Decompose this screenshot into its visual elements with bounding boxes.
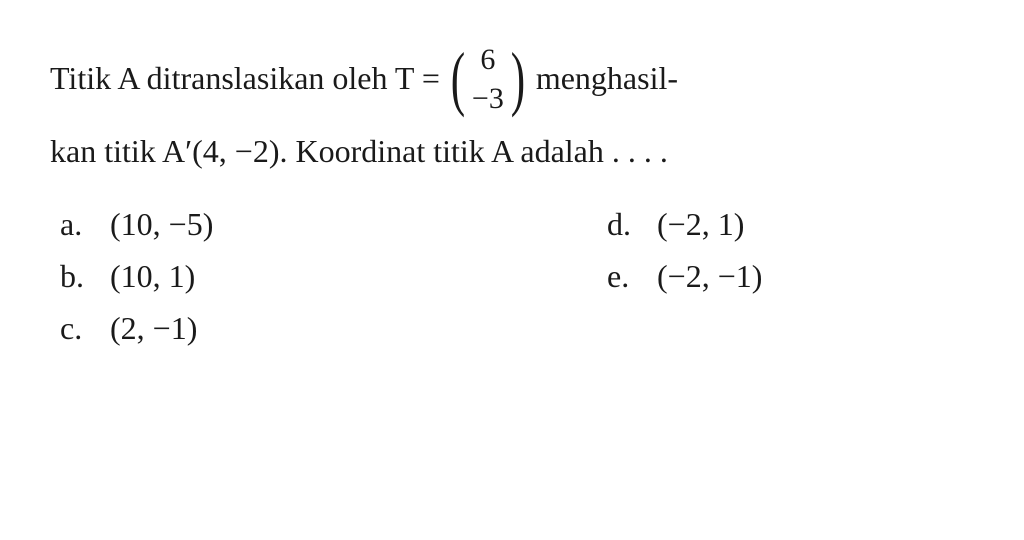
- option-a-value: (10, −5): [110, 206, 213, 243]
- option-d-letter: d.: [607, 206, 657, 243]
- translation-matrix: ( 6 −3 ): [446, 40, 530, 118]
- matrix-values: 6 −3: [470, 40, 506, 118]
- option-c-letter: c.: [60, 310, 110, 347]
- option-c: c. (2, −1): [60, 310, 427, 347]
- left-paren: (: [451, 50, 465, 108]
- option-b-letter: b.: [60, 258, 110, 295]
- question-part2: menghasil-: [536, 50, 678, 108]
- option-c-value: (2, −1): [110, 310, 197, 347]
- option-e-value: (−2, −1): [657, 258, 762, 295]
- matrix-top: 6: [480, 40, 495, 79]
- option-b-value: (10, 1): [110, 258, 195, 295]
- option-a: a. (10, −5): [60, 206, 427, 243]
- question-part1: Titik A ditranslasikan oleh T =: [50, 50, 440, 108]
- matrix-bottom: −3: [472, 79, 504, 118]
- right-paren: ): [511, 50, 525, 108]
- option-a-letter: a.: [60, 206, 110, 243]
- option-b: b. (10, 1): [60, 258, 427, 295]
- option-e: e. (−2, −1): [607, 258, 974, 295]
- question-line-1: Titik A ditranslasikan oleh T = ( 6 −3 )…: [50, 40, 974, 118]
- option-e-letter: e.: [607, 258, 657, 295]
- question-line-2: kan titik A′(4, −2). Koordinat titik A a…: [50, 123, 974, 181]
- option-d-value: (−2, 1): [657, 206, 744, 243]
- option-d: d. (−2, 1): [607, 206, 974, 243]
- options-grid: a. (10, −5) d. (−2, 1) b. (10, 1) e. (−2…: [60, 206, 974, 347]
- question-text: Titik A ditranslasikan oleh T = ( 6 −3 )…: [50, 40, 974, 181]
